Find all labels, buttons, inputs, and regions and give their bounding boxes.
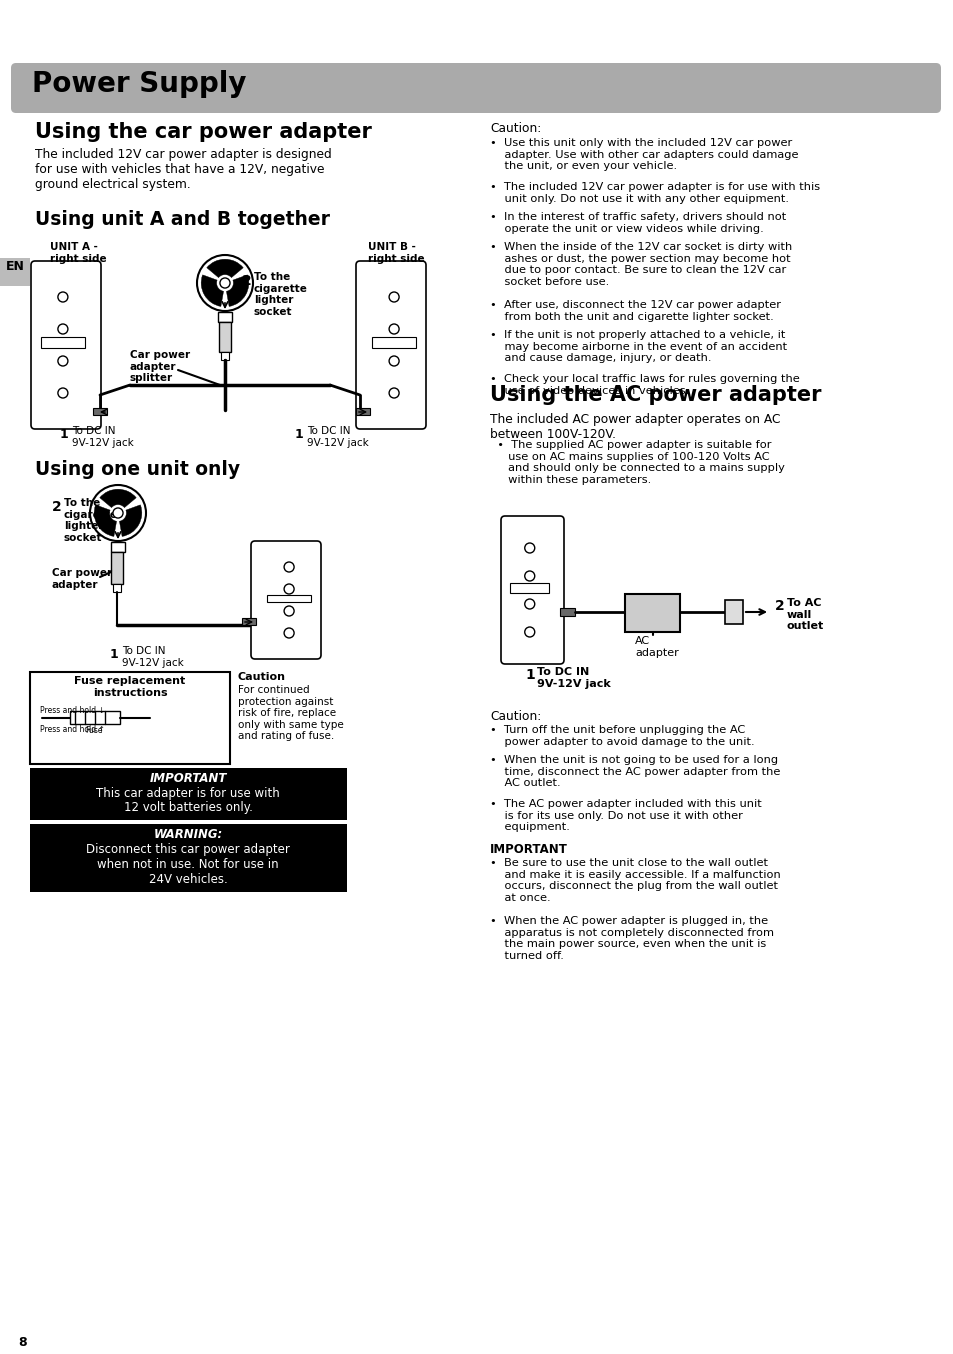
Text: 1: 1 — [524, 668, 535, 682]
Text: Press and hold ↓: Press and hold ↓ — [40, 705, 105, 715]
Text: To DC IN
9V-12V jack: To DC IN 9V-12V jack — [307, 427, 369, 448]
Text: Caution:: Caution: — [490, 709, 540, 723]
Bar — [267, 594, 311, 603]
Bar — [218, 311, 232, 322]
Text: The included 12V car power adapter is designed: The included 12V car power adapter is de… — [35, 148, 332, 161]
Text: •  When the unit is not going to be used for a long
    time, disconnect the AC : • When the unit is not going to be used … — [490, 756, 780, 788]
Text: •  The supplied AC power adapter is suitable for
     use on AC mains supplies o: • The supplied AC power adapter is suita… — [490, 440, 784, 485]
Text: Fuse replacement
instructions: Fuse replacement instructions — [74, 676, 186, 697]
Text: 2: 2 — [774, 598, 784, 613]
Text: Fuse: Fuse — [85, 726, 103, 735]
Bar — [30, 825, 347, 892]
Text: Press and hold ↑: Press and hold ↑ — [40, 724, 105, 734]
Wedge shape — [100, 489, 136, 508]
Text: 1: 1 — [110, 649, 118, 661]
Text: for use with vehicles that have a 12V, negative: for use with vehicles that have a 12V, n… — [35, 162, 324, 176]
Text: UNIT B -: UNIT B - — [368, 242, 416, 252]
Text: 2: 2 — [52, 500, 62, 515]
Text: To the
cigarette
lighter
socket: To the cigarette lighter socket — [253, 272, 308, 317]
Text: The included AC power adapter operates on AC: The included AC power adapter operates o… — [490, 413, 780, 427]
Text: Disconnect this car power adapter: Disconnect this car power adapter — [86, 844, 290, 856]
Text: IMPORTANT: IMPORTANT — [490, 844, 567, 856]
FancyBboxPatch shape — [355, 261, 426, 429]
Text: between 100V-120V.: between 100V-120V. — [490, 428, 616, 441]
Text: IMPORTANT: IMPORTANT — [150, 772, 227, 785]
Bar — [559, 608, 575, 616]
Text: For continued
protection against
risk of fire, replace
only with same type
and r: For continued protection against risk of… — [237, 685, 343, 742]
Text: 1: 1 — [60, 428, 69, 441]
Text: UNIT A -: UNIT A - — [50, 242, 98, 252]
Bar — [41, 337, 85, 348]
Text: •  If the unit is not properly attached to a vehicle, it
    may become airborne: • If the unit is not properly attached t… — [490, 330, 786, 363]
Text: To AC
wall
outlet: To AC wall outlet — [786, 598, 823, 631]
Text: EN: EN — [6, 260, 25, 274]
Text: Using unit A and B together: Using unit A and B together — [35, 210, 330, 229]
Text: To DC IN
9V-12V jack: To DC IN 9V-12V jack — [71, 427, 133, 448]
FancyBboxPatch shape — [11, 64, 940, 112]
Bar — [112, 584, 121, 592]
Bar — [624, 594, 679, 632]
Bar — [30, 768, 347, 821]
Text: Car power
adapter
splitter: Car power adapter splitter — [130, 349, 190, 383]
Circle shape — [112, 508, 123, 519]
Bar — [111, 542, 125, 552]
Bar — [219, 322, 231, 352]
FancyBboxPatch shape — [30, 261, 101, 429]
Text: •  When the inside of the 12V car socket is dirty with
    ashes or dust, the po: • When the inside of the 12V car socket … — [490, 242, 791, 287]
FancyBboxPatch shape — [251, 542, 320, 659]
Bar — [355, 408, 370, 414]
Text: AC
adapter: AC adapter — [635, 636, 678, 658]
Text: •  The included 12V car power adapter is for use with this
    unit only. Do not: • The included 12V car power adapter is … — [490, 181, 820, 203]
Text: •  Use this unit only with the included 12V car power
    adapter. Use with othe: • Use this unit only with the included 1… — [490, 138, 798, 171]
Text: 8: 8 — [18, 1336, 27, 1349]
Text: Power Supply: Power Supply — [32, 70, 246, 97]
Text: This car adapter is for use with: This car adapter is for use with — [96, 787, 279, 800]
Text: To DC IN
9V-12V jack: To DC IN 9V-12V jack — [537, 668, 610, 689]
Text: Using one unit only: Using one unit only — [35, 460, 240, 479]
Text: To DC IN
9V-12V jack: To DC IN 9V-12V jack — [122, 646, 184, 668]
Bar — [242, 617, 255, 626]
Text: •  Check your local traffic laws for rules governing the
    use of video device: • Check your local traffic laws for rule… — [490, 374, 799, 395]
Text: Car power
adapter: Car power adapter — [52, 567, 112, 589]
Text: •  When the AC power adapter is plugged in, the
    apparatus is not completely : • When the AC power adapter is plugged i… — [490, 917, 773, 961]
Text: •  Be sure to use the unit close to the wall outlet
    and make it is easily ac: • Be sure to use the unit close to the w… — [490, 858, 780, 903]
Text: right side: right side — [368, 255, 424, 264]
Bar — [0, 259, 30, 286]
Wedge shape — [226, 275, 249, 306]
Text: Caution: Caution — [237, 672, 286, 682]
Text: when not in use. Not for use in: when not in use. Not for use in — [97, 858, 278, 871]
Bar — [724, 600, 742, 624]
Bar — [70, 711, 120, 724]
Text: WARNING:: WARNING: — [153, 829, 222, 841]
Bar — [510, 584, 548, 593]
Text: 1: 1 — [294, 428, 303, 441]
Wedge shape — [94, 505, 116, 536]
Text: Using the car power adapter: Using the car power adapter — [35, 122, 372, 142]
Text: 2: 2 — [242, 274, 252, 288]
Text: 24V vehicles.: 24V vehicles. — [149, 873, 227, 886]
Wedge shape — [119, 505, 142, 536]
Text: ground electrical system.: ground electrical system. — [35, 177, 191, 191]
Bar — [372, 337, 416, 348]
Text: right side: right side — [50, 255, 107, 264]
Bar — [221, 352, 229, 360]
Bar — [92, 408, 107, 414]
Bar — [30, 672, 230, 764]
Text: Caution:: Caution: — [490, 122, 540, 135]
Wedge shape — [207, 259, 243, 278]
FancyBboxPatch shape — [500, 516, 563, 663]
Text: •  After use, disconnect the 12V car power adapter
    from both the unit and ci: • After use, disconnect the 12V car powe… — [490, 301, 781, 322]
Text: •  Turn off the unit before unplugging the AC
    power adapter to avoid damage : • Turn off the unit before unplugging th… — [490, 724, 754, 746]
Text: •  In the interest of traffic safety, drivers should not
    operate the unit or: • In the interest of traffic safety, dri… — [490, 213, 785, 234]
Wedge shape — [201, 275, 223, 306]
Text: To the
cigarette
lighter
socket: To the cigarette lighter socket — [64, 498, 118, 543]
Text: Using the AC power adapter: Using the AC power adapter — [490, 385, 821, 405]
Text: •  The AC power adapter included with this unit
    is for its use only. Do not : • The AC power adapter included with thi… — [490, 799, 760, 833]
Circle shape — [220, 278, 230, 288]
Text: 12 volt batteries only.: 12 volt batteries only. — [124, 802, 253, 814]
Bar — [111, 552, 123, 584]
